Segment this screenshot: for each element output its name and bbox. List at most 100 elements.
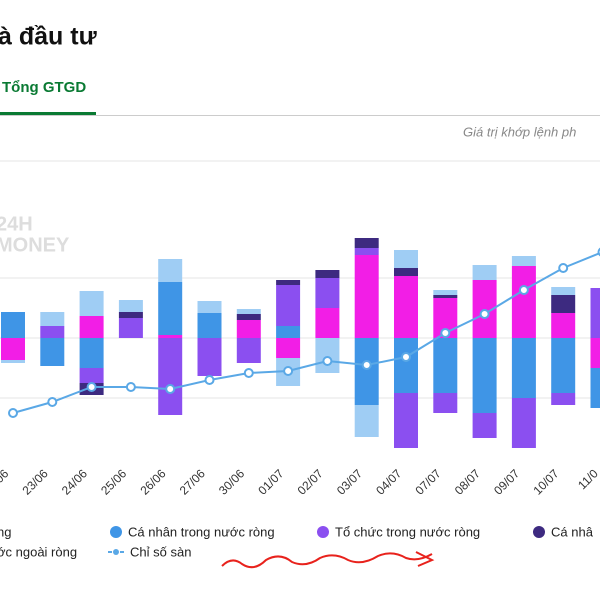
bar-segment: [118, 312, 143, 318]
bar-segment: [590, 368, 600, 408]
bar-segment: [472, 338, 497, 413]
x-tick-label: 11/0: [575, 466, 600, 492]
bar-segment: [315, 308, 340, 338]
bar-segment: [354, 405, 379, 437]
bar-segment: [354, 255, 379, 338]
legend-label: Cá nhâ: [551, 524, 594, 539]
legend-label: Cá nhân trong nước ròng: [128, 524, 275, 539]
index-point: [86, 382, 97, 392]
bar-segment: [433, 295, 458, 298]
bar-segment: [551, 338, 576, 393]
bar-segment: [551, 295, 576, 313]
bar-segment: [158, 338, 183, 415]
x-tick-label: 27/06: [177, 466, 208, 497]
bar-segment: [394, 393, 418, 448]
annotation-scribble: [221, 551, 435, 569]
bar-segment: [79, 368, 104, 383]
x-tick-label: 07/07: [413, 466, 444, 497]
x-tick-label: 25/06: [98, 466, 129, 497]
index-point: [283, 366, 294, 376]
legend-marker: [317, 526, 329, 538]
bar-segment: [40, 338, 65, 366]
tab[interactable]: Tổng GTGD: [2, 79, 86, 96]
bar-segment: [354, 238, 379, 248]
legend-label: Tổ chức trong nước ròng: [335, 524, 480, 539]
bar-segment: [433, 290, 458, 295]
bar-segment: [354, 248, 379, 255]
bar-segment: [511, 256, 536, 266]
bar-segment: [1, 312, 25, 338]
index-point: [479, 309, 490, 319]
x-tick-label: 24/06: [59, 466, 90, 497]
index-point: [440, 328, 451, 338]
legend-label: ớc ngoài ròng: [0, 544, 77, 559]
bar-segment: [433, 338, 458, 393]
bar-segment: [276, 280, 301, 285]
index-point: [165, 384, 176, 394]
bar-segment: [158, 259, 183, 282]
bar-segment: [511, 398, 536, 448]
watermark: MONEY: [0, 234, 70, 256]
x-tick-label: 02/07: [295, 466, 326, 497]
bar-segment: [236, 338, 261, 363]
bar-segment: [590, 338, 600, 368]
bar-segment: [315, 278, 340, 308]
index-point: [518, 285, 529, 295]
x-tick-label: 04/07: [373, 466, 404, 497]
title: à đầu tư: [0, 23, 98, 51]
bar-segment: [590, 288, 600, 338]
tab-underline: [0, 112, 96, 115]
note: Giá trị khớp lệnh ph: [463, 124, 576, 139]
index-point: [361, 360, 372, 370]
bar-segment: [551, 393, 576, 405]
bar-segment: [276, 338, 301, 358]
card-edge: [0, 160, 600, 162]
bar-segment: [472, 265, 497, 280]
x-tick-label: 08/07: [452, 466, 483, 497]
bar-segment: [551, 287, 576, 295]
bar-segment: [394, 250, 418, 268]
bar-segment: [276, 326, 301, 338]
index-point: [47, 397, 58, 407]
x-tick-label: 10/07: [530, 466, 561, 497]
index-point: [401, 352, 411, 362]
index-point: [243, 368, 254, 378]
bar-segment: [394, 268, 418, 276]
bar-segment: [315, 270, 340, 278]
index-point: [558, 263, 569, 273]
bar-segment: [158, 282, 183, 335]
x-tick-label: 30/06: [216, 466, 247, 497]
bar-segment: [511, 266, 536, 338]
bar-segment: [40, 312, 65, 326]
bar-segment: [315, 338, 340, 373]
x-tick-label: 06: [0, 466, 12, 486]
x-tick-label: 23/06: [20, 466, 51, 497]
bar-segment: [394, 276, 418, 338]
x-tick-label: 01/07: [255, 466, 286, 497]
index-point: [8, 408, 18, 418]
legend-dot: [113, 549, 119, 555]
bar-segment: [236, 320, 261, 338]
index-line: [12, 251, 600, 414]
index-point: [125, 382, 136, 392]
index-point: [204, 375, 215, 385]
bar-segment: [394, 338, 418, 393]
index-point: [322, 356, 333, 366]
x-tick-label: 26/06: [137, 466, 168, 497]
legend-label: Chỉ số sàn: [130, 544, 191, 559]
bar-segment: [79, 291, 104, 316]
bar-segment: [158, 335, 183, 338]
bar-segment: [197, 301, 222, 313]
divider: [0, 115, 600, 116]
legend-label: ng: [0, 524, 11, 539]
bar-segment: [40, 326, 65, 338]
legend-marker: [110, 526, 122, 538]
bar-segment: [197, 313, 222, 338]
watermark: 24H: [0, 213, 33, 235]
bar-segment: [1, 360, 25, 363]
bar-segment: [118, 318, 143, 338]
bar-segment: [354, 338, 379, 405]
bar-segment: [276, 285, 301, 326]
